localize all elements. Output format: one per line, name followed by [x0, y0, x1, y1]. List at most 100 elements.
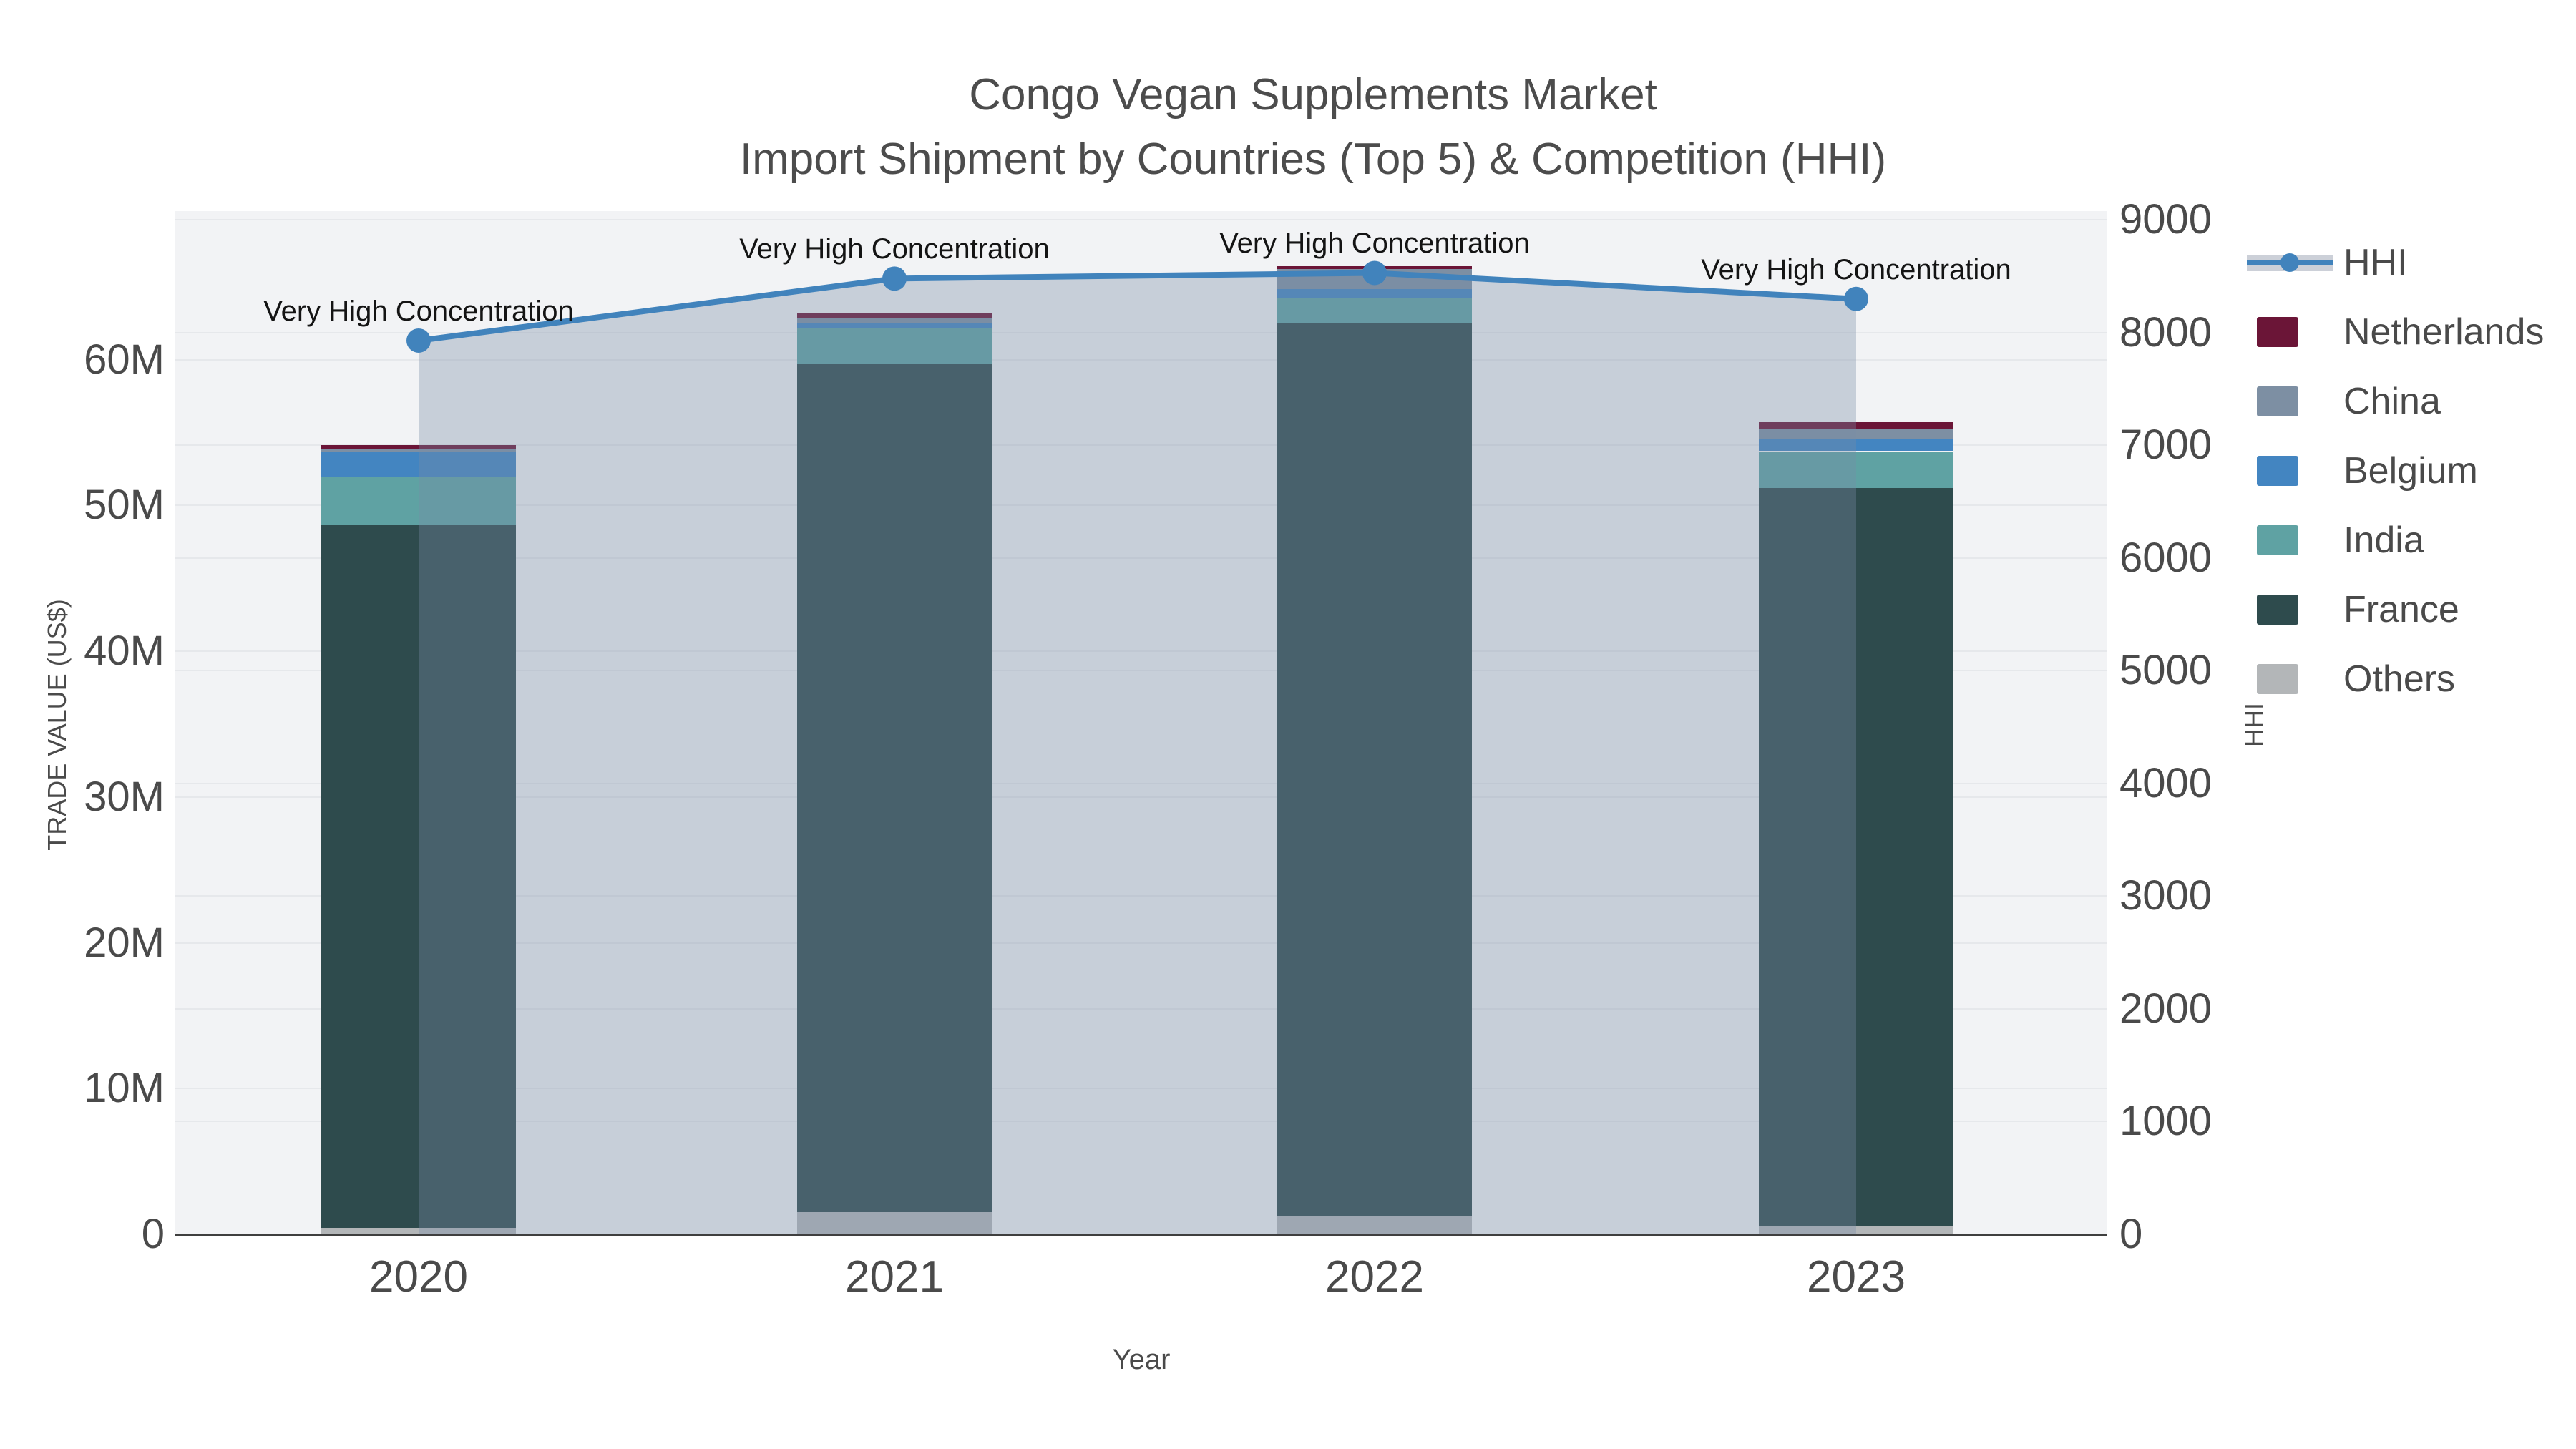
y-left-tick-label: 40M [84, 628, 165, 675]
gridline-left-axis [175, 358, 2107, 361]
hhi-line-chart [406, 260, 1868, 1235]
gridline-right-axis [175, 782, 2107, 784]
hhi-marker-2021 [882, 266, 907, 291]
chart-title: Congo Vegan Supplements Market Import Sh… [50, 63, 2576, 192]
bar-segment-india-2023 [1759, 451, 1953, 489]
bar-segment-france-2021 [797, 363, 992, 1213]
annotation-2022: Very High Concentration [1219, 228, 1530, 260]
legend-item-netherlands[interactable]: Netherlands [2247, 297, 2544, 366]
bar-segment-belgium-2021 [797, 322, 992, 328]
gridline-left-axis [175, 650, 2107, 653]
legend: HHI Netherlands China Belgium India France Oth… [2247, 228, 2544, 713]
gridline-left-axis [175, 504, 2107, 507]
bar-segment-india-2021 [797, 327, 992, 364]
plot-area: Very High Concentration Very High Concent… [175, 211, 2107, 1235]
bar-segment-china-2020 [321, 449, 516, 452]
legend-swatch-wrap [2247, 663, 2336, 694]
hhi-line [416, 270, 1859, 343]
bar-segment-france-2023 [1759, 488, 1953, 1226]
legend-swatch-wrap [2247, 248, 2336, 278]
legend-swatch-wrap [2247, 386, 2336, 416]
bar-segment-belgium-2020 [321, 452, 516, 478]
annotation-2023: Very High Concentration [1701, 253, 2011, 286]
bar-segment-netherlands-2023 [1759, 421, 1953, 429]
gridline-right-axis [175, 895, 2107, 897]
annotation-2021: Very High Concentration [739, 233, 1050, 265]
x-tick-label-2020: 2020 [369, 1252, 468, 1302]
legend-swatch-others [2257, 663, 2298, 694]
bar-segment-netherlands-2020 [321, 445, 516, 450]
bar-segment-china-2023 [1759, 429, 1953, 439]
bar-segment-india-2022 [1277, 298, 1472, 323]
chart-title-line2: Import Shipment by Countries (Top 5) & C… [739, 135, 1887, 184]
legend-label-netherlands: Netherlands [2343, 311, 2545, 353]
legend-label-others: Others [2343, 658, 2456, 700]
legend-swatch-wrap [2247, 594, 2336, 625]
hhi-marker-2020 [406, 328, 431, 353]
x-tick-label-2023: 2023 [1807, 1252, 1906, 1302]
gridline-right-axis [175, 1008, 2107, 1010]
x-axis-line [175, 1234, 2107, 1236]
gridline-left-axis [175, 1088, 2107, 1090]
legend-item-china[interactable]: China [2247, 366, 2544, 436]
legend-swatch-china [2257, 386, 2298, 416]
y-right-tick-label: 3000 [2119, 872, 2212, 919]
gridline-right-axis [175, 557, 2107, 559]
gridline-right-axis [175, 670, 2107, 672]
legend-swatch-wrap [2247, 316, 2336, 347]
annotation-2020: Very High Concentration [263, 295, 574, 327]
hhi-area-fill [419, 273, 1856, 1235]
y-right-tick-label: 6000 [2119, 534, 2212, 581]
y-left-tick-label: 10M [84, 1065, 165, 1112]
bar-segment-others-2023 [1759, 1226, 1953, 1234]
y-right-tick-label: 2000 [2119, 985, 2212, 1032]
gridline-left-axis [175, 796, 2107, 798]
legend-swatch-india [2257, 525, 2298, 555]
hhi-marker-2022 [1362, 260, 1387, 286]
chart-title-line1: Congo Vegan Supplements Market [969, 70, 1657, 119]
gridline-right-axis [175, 331, 2107, 333]
y-left-tick-label: 20M [84, 919, 165, 966]
y-right-tick-label: 7000 [2119, 421, 2212, 469]
bar-segment-others-2020 [321, 1228, 516, 1234]
legend-label-belgium: Belgium [2343, 449, 2478, 492]
x-axis-title: Year [1112, 1344, 1171, 1375]
legend-item-belgium[interactable]: Belgium [2247, 436, 2544, 505]
y-right-tick-label: 9000 [2119, 196, 2212, 243]
x-tick-label-2021: 2021 [845, 1252, 944, 1302]
legend-swatch-belgium [2257, 455, 2298, 486]
bar-segment-netherlands-2021 [797, 313, 992, 318]
bar-segment-china-2021 [797, 317, 992, 323]
x-tick-label-2022: 2022 [1325, 1252, 1424, 1302]
legend-item-france[interactable]: France [2247, 575, 2544, 644]
legend-item-others[interactable]: Others [2247, 644, 2544, 713]
legend-line-icon [2247, 248, 2333, 278]
legend-label-hhi: HHI [2343, 241, 2408, 283]
gridline-right-axis [175, 219, 2107, 221]
legend-swatch-wrap [2247, 455, 2336, 486]
y-left-tick-label: 60M [84, 336, 165, 383]
hhi-marker-2023 [1844, 286, 1868, 311]
bar-segment-france-2020 [321, 525, 516, 1229]
y-left-tick-label: 30M [84, 773, 165, 820]
y-right-tick-label: 4000 [2119, 759, 2212, 806]
legend-swatch-netherlands [2257, 316, 2298, 347]
bar-segment-france-2022 [1277, 322, 1472, 1216]
bar-segment-others-2021 [797, 1212, 992, 1234]
y-right-tick-label: 5000 [2119, 647, 2212, 694]
y-axis-left-title: TRADE VALUE (US$) [42, 599, 72, 851]
legend-item-hhi[interactable]: HHI [2247, 228, 2544, 297]
legend-marker-dot [2280, 253, 2299, 272]
legend-swatch-wrap [2247, 525, 2336, 555]
y-right-tick-label: 1000 [2119, 1098, 2212, 1145]
legend-item-india[interactable]: India [2247, 505, 2544, 575]
bar-segment-others-2022 [1277, 1215, 1472, 1234]
y-left-tick-label: 0 [141, 1211, 165, 1257]
y-right-tick-label: 0 [2119, 1211, 2143, 1257]
legend-label-india: India [2343, 519, 2424, 561]
gridline-right-axis [175, 1121, 2107, 1123]
y-right-tick-label: 8000 [2119, 308, 2212, 356]
y-left-tick-label: 50M [84, 482, 165, 529]
legend-swatch-france [2257, 594, 2298, 625]
